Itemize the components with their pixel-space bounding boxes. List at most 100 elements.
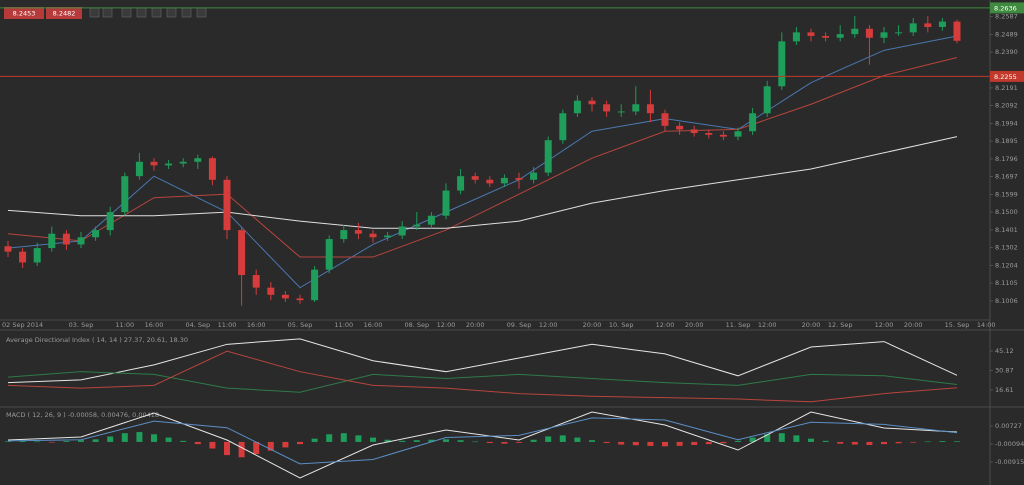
x-tick-label: 12:00 xyxy=(875,321,894,329)
candle-body xyxy=(588,100,596,105)
candle-body xyxy=(427,215,435,225)
histogram-bar xyxy=(895,441,902,444)
candle-body xyxy=(325,239,333,270)
histogram-bar xyxy=(443,439,449,442)
histogram-bar xyxy=(574,437,581,442)
indicator-line xyxy=(7,417,958,465)
candle-body xyxy=(515,177,523,180)
histogram-bar xyxy=(151,434,157,442)
y-tick-label: 8.1796 xyxy=(995,155,1018,163)
bid-box[interactable] xyxy=(4,7,44,19)
candle-body xyxy=(238,230,246,276)
candle-body xyxy=(909,23,917,33)
candle-body xyxy=(836,34,844,38)
fullscreen-button[interactable] xyxy=(196,7,207,18)
histogram-bar xyxy=(136,432,143,442)
x-tick-label: 12:00 xyxy=(758,321,777,329)
x-tick-label: 16:00 xyxy=(364,321,383,329)
candle-body xyxy=(544,140,552,173)
histogram-bar xyxy=(516,441,522,443)
x-tick-label: 04. Sep xyxy=(185,321,210,329)
x-tick-label: 05. Sep xyxy=(288,321,313,329)
zoom-out-button[interactable] xyxy=(102,7,113,18)
indicator-line xyxy=(7,350,958,403)
candle-body xyxy=(354,230,362,234)
y-tick-label: 8.2587 xyxy=(995,13,1018,21)
histogram-bar xyxy=(486,441,493,444)
histogram-bar xyxy=(5,441,11,442)
candle-body xyxy=(573,100,581,114)
y-tick-label: 16.61 xyxy=(995,386,1014,394)
candle-body xyxy=(48,233,56,249)
price-level-label: 8.2636 xyxy=(994,4,1017,12)
y-tick-label: 8.1994 xyxy=(995,119,1018,127)
candle-body xyxy=(179,161,187,164)
y-tick-label: 8.2092 xyxy=(995,102,1018,110)
candle-body xyxy=(617,111,625,113)
histogram-bar xyxy=(691,441,698,446)
y-tick-label: -0.00915 xyxy=(995,458,1024,466)
x-tick-label: 15. Sep xyxy=(945,321,970,329)
candle-body xyxy=(471,176,479,180)
x-tick-label: 11. Sep xyxy=(726,321,751,329)
macd-title: MACD ( 12, 26, 9 ) -0.00058, 0.00476, 0.… xyxy=(6,411,159,419)
histogram-bar xyxy=(939,441,946,442)
candle-body xyxy=(953,21,961,41)
x-tick-label: 08. Sep xyxy=(404,321,429,329)
candle-body xyxy=(778,41,786,87)
histogram-bar xyxy=(793,435,800,442)
bid-price: 8.2453 xyxy=(13,10,36,18)
histogram-bar xyxy=(720,441,727,444)
candle-body xyxy=(734,131,742,137)
y-tick-label: 0.00727 xyxy=(995,422,1022,430)
candle-body xyxy=(457,176,465,191)
chart-type-button[interactable] xyxy=(136,7,147,18)
x-tick-label: 20:00 xyxy=(466,321,485,329)
candle-body xyxy=(208,158,216,180)
x-tick-label: 12:00 xyxy=(539,321,558,329)
candle-body xyxy=(938,21,946,27)
y-tick-label: 8.1895 xyxy=(995,137,1018,145)
histogram-bar xyxy=(808,438,814,442)
candle-body xyxy=(92,230,100,238)
zoom-in-button[interactable] xyxy=(89,7,100,18)
histogram-bar xyxy=(764,434,771,442)
candle-body xyxy=(77,237,85,245)
indicators-button[interactable] xyxy=(151,7,162,18)
drawing-button[interactable] xyxy=(166,7,177,18)
settings-button[interactable] xyxy=(181,7,192,18)
candle-body xyxy=(749,113,757,132)
indicator-line xyxy=(7,338,958,384)
y-tick-label: 8.1401 xyxy=(995,226,1018,234)
candle-body xyxy=(267,287,275,295)
x-tick-label: 20:00 xyxy=(904,321,923,329)
histogram-bar xyxy=(778,433,785,442)
x-tick-label: 02 Sep 2014 xyxy=(2,321,43,329)
candle-body xyxy=(150,161,158,166)
candle-body xyxy=(19,251,27,263)
candle-body xyxy=(530,172,538,180)
histogram-bar xyxy=(618,441,625,445)
candle-body xyxy=(413,224,421,227)
candle-body xyxy=(4,246,12,252)
ask-box[interactable] xyxy=(46,7,82,19)
candle-body xyxy=(880,32,888,38)
histogram-bar xyxy=(924,441,931,443)
candle-body xyxy=(895,32,903,34)
histogram-bar xyxy=(311,438,318,442)
adx-title: Average Directional Index ( 14, 14 ) 27.… xyxy=(6,336,188,344)
candle-body xyxy=(924,23,932,27)
candle-body xyxy=(851,28,859,35)
candle-body xyxy=(763,86,771,114)
candle-body xyxy=(165,163,173,166)
indicator-line xyxy=(7,136,958,229)
y-tick-label: 8.2191 xyxy=(995,84,1018,92)
histogram-bar xyxy=(589,440,595,442)
candle-body xyxy=(223,179,231,231)
crosshair-button[interactable] xyxy=(121,7,132,18)
candle-body xyxy=(252,275,260,288)
histogram-bar xyxy=(647,441,654,446)
candle-body xyxy=(705,133,713,135)
indicator-line xyxy=(7,57,958,258)
